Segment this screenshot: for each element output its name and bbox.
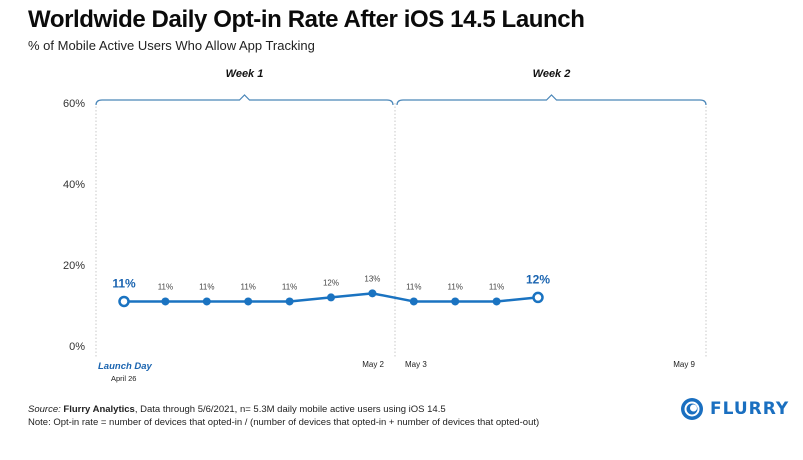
data-label: 11% — [199, 282, 214, 291]
x-label-may-9: May 9 — [673, 360, 695, 369]
note-line: Note: Opt-in rate = number of devices th… — [28, 417, 540, 428]
data-label: 11% — [489, 282, 504, 291]
y-tick-label: 0% — [69, 341, 85, 353]
flurry-logo-text: FLURRY — [710, 399, 790, 419]
x-label-launch-day: Launch Day — [98, 361, 153, 372]
data-label: 11% — [406, 282, 421, 291]
data-point — [327, 293, 335, 302]
data-label: 12% — [323, 278, 339, 287]
data-point — [368, 289, 377, 298]
data-point — [409, 297, 418, 306]
y-tick-label: 20% — [63, 260, 85, 272]
data-label: 11% — [158, 282, 173, 291]
flurry-logo: FLURRY — [680, 397, 789, 421]
x-label-may-3: May 3 — [405, 360, 427, 369]
source-name: Flurry Analytics — [63, 404, 135, 415]
source-label: Source: — [28, 404, 61, 415]
data-point-highlight — [532, 291, 544, 304]
data-point-highlight — [118, 295, 130, 308]
week-label: Week 2 — [533, 68, 571, 80]
week-brace — [95, 94, 394, 106]
x-label-launch-date: April 26 — [111, 374, 136, 383]
week-brace — [396, 94, 707, 106]
data-label: 11% — [282, 282, 297, 291]
data-point — [202, 297, 211, 306]
data-label-highlight: 12% — [526, 272, 550, 286]
data-point — [492, 297, 501, 306]
y-tick-label: 40% — [63, 179, 85, 191]
data-label-highlight: 11% — [112, 276, 136, 290]
source-line: Source: Flurry Analytics, Data through 5… — [28, 403, 539, 416]
data-point — [285, 297, 294, 306]
y-tick-label: 60% — [63, 98, 85, 110]
x-label-may-2: May 2 — [362, 360, 384, 369]
data-point — [451, 297, 460, 306]
flurry-logo-icon — [681, 398, 703, 420]
chart-title: Worldwide Daily Opt-in Rate After iOS 14… — [28, 6, 585, 33]
chart-subtitle: % of Mobile Active Users Who Allow App T… — [28, 38, 315, 53]
data-label: 11% — [240, 282, 255, 291]
data-label: 13% — [364, 274, 380, 283]
data-label: 11% — [447, 282, 462, 291]
data-point — [161, 297, 170, 306]
data-point — [244, 297, 253, 306]
source-details: , Data through 5/6/2021, n= 5.3M daily m… — [134, 404, 446, 415]
week-label: Week 1 — [226, 68, 264, 80]
footer: Source: Flurry Analytics, Data through 5… — [28, 403, 539, 429]
